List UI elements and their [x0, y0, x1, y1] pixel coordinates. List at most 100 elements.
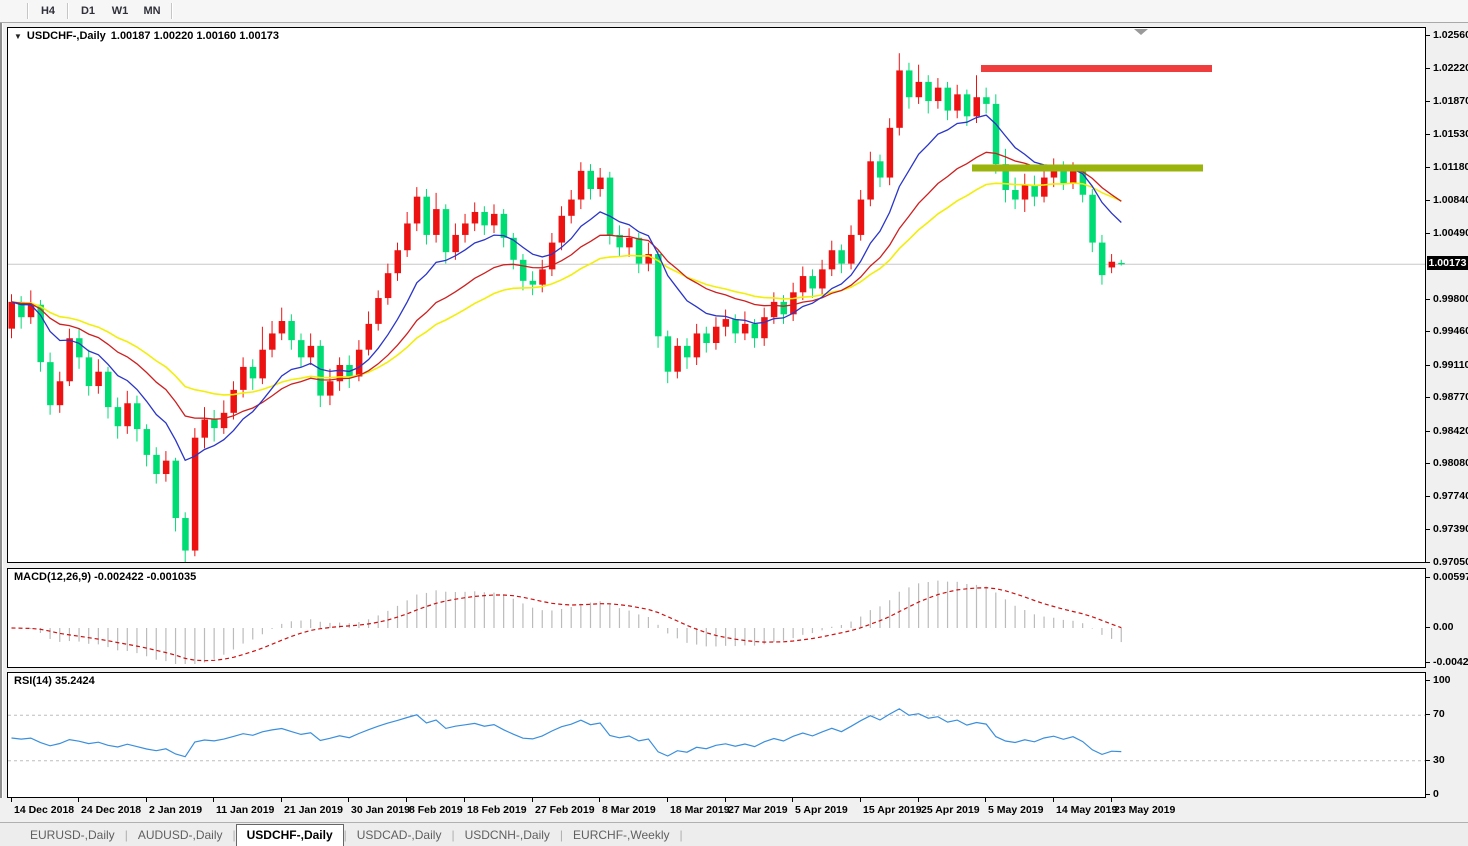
- candle: [703, 326, 710, 353]
- medium-ma-line: [11, 151, 1122, 420]
- price-tick-label: 1.01180: [1433, 160, 1468, 173]
- price-tick-label: 0.99800: [1433, 292, 1468, 305]
- date-label: 14 May 2019: [1056, 804, 1118, 816]
- tab-separator: |: [559, 828, 564, 842]
- chart-dropdown-icon[interactable]: ▼: [14, 31, 22, 41]
- tab-usdcad-daily[interactable]: USDCAD-,Daily: [356, 828, 442, 842]
- rsi-label: RSI(14) 35.2424: [14, 675, 95, 687]
- macd-indicator-panel[interactable]: MACD(12,26,9) -0.002422 -0.001035: [7, 568, 1426, 668]
- date-tick-mark: [281, 798, 282, 802]
- candle: [37, 299, 44, 372]
- candle: [162, 451, 170, 482]
- candle: [1118, 259, 1125, 266]
- candle: [934, 78, 942, 109]
- main-chart-panel[interactable]: ▼ USDCHF-,Daily 1.00187 1.00220 1.00160 …: [7, 27, 1426, 563]
- axis-tick-mark: [1426, 680, 1430, 681]
- fast-ma-line: [11, 114, 1122, 462]
- support-line[interactable]: [972, 164, 1203, 172]
- axis-tick-mark: [1426, 662, 1430, 663]
- candle: [963, 89, 971, 126]
- resistance-line[interactable]: [981, 65, 1212, 73]
- price-tick-label: 0.99460: [1433, 325, 1468, 338]
- candle: [85, 349, 93, 396]
- tab-audusd-daily[interactable]: AUDUSD-,Daily: [137, 828, 223, 842]
- axis-tick-mark: [1426, 68, 1430, 69]
- candle: [905, 62, 913, 109]
- rsi-tick-label: 70: [1433, 708, 1445, 721]
- tab-usdchf-daily[interactable]: USDCHF-,Daily: [235, 824, 344, 846]
- candle: [365, 311, 373, 356]
- tab-eurchf-weekly[interactable]: EURCHF-,Weekly: [573, 828, 670, 842]
- date-label: 8 Mar 2019: [602, 804, 656, 816]
- candle: [1098, 234, 1106, 285]
- date-tick-mark: [918, 798, 919, 802]
- candle: [828, 240, 836, 277]
- candle: [992, 94, 1000, 174]
- timeframe-button-w1[interactable]: W1: [111, 5, 129, 17]
- toolbar-spacer: [0, 0, 24, 22]
- tab-usdcnh-daily[interactable]: USDCNH-,Daily: [464, 828, 550, 842]
- candle: [269, 321, 276, 358]
- price-tick-label: 0.97390: [1433, 523, 1468, 536]
- date-tick-mark: [860, 798, 861, 802]
- main-chart-canvas[interactable]: [8, 28, 1425, 562]
- rsi-tick-label: 30: [1433, 753, 1445, 766]
- axis-tick-mark: [1426, 167, 1430, 168]
- candle: [838, 244, 845, 274]
- candle: [288, 314, 295, 350]
- candle: [568, 189, 575, 224]
- date-tick-mark: [406, 798, 407, 802]
- candle: [1031, 175, 1038, 207]
- candle: [413, 187, 421, 232]
- candle: [626, 228, 633, 257]
- candle: [867, 151, 874, 207]
- candle: [809, 269, 816, 299]
- timeframe-button-mn[interactable]: MN: [143, 5, 161, 17]
- axis-tick-mark: [1426, 496, 1430, 497]
- candle: [404, 211, 411, 257]
- price-tick-label: 1.00490: [1433, 226, 1468, 239]
- candle: [56, 371, 64, 413]
- price-tick-label: 0.97050: [1433, 555, 1468, 568]
- candle: [500, 209, 508, 248]
- date-tick-mark: [146, 798, 147, 802]
- macd-canvas[interactable]: [8, 569, 1425, 667]
- tab-eurusd-daily[interactable]: EURUSD-,Daily: [30, 828, 115, 842]
- tab-separator: |: [124, 828, 128, 842]
- date-tick-mark: [11, 798, 12, 802]
- axis-tick-mark: [1426, 577, 1430, 578]
- axis-tick-mark: [1426, 299, 1430, 300]
- date-tick-mark: [599, 798, 600, 802]
- candle: [47, 352, 54, 415]
- date-label: 2 Jan 2019: [149, 804, 203, 816]
- rsi-indicator-panel[interactable]: RSI(14) 35.2424: [7, 672, 1426, 798]
- rsi-line: [11, 708, 1122, 758]
- candle: [105, 366, 112, 419]
- candle: [790, 282, 797, 322]
- macd-tick-label: 0.00: [1433, 621, 1454, 633]
- timeframe-button-d1[interactable]: D1: [80, 5, 96, 17]
- candle: [153, 447, 160, 484]
- candle: [1108, 254, 1116, 274]
- candle: [510, 233, 517, 270]
- price-tick-label: 1.02220: [1433, 61, 1468, 74]
- rsi-canvas[interactable]: [8, 673, 1425, 797]
- candle: [519, 254, 527, 291]
- timeframe-button-h4[interactable]: H4: [40, 5, 56, 17]
- candle: [780, 295, 787, 324]
- candle: [172, 457, 180, 532]
- axis-tick-mark: [1426, 794, 1430, 795]
- candle: [954, 84, 961, 119]
- date-label: 27 Feb 2019: [535, 804, 595, 816]
- date-tick-mark: [985, 798, 986, 802]
- chart-ohlc-values: 1.00187 1.00220 1.00160 1.00173: [110, 30, 279, 42]
- date-label: 27 Mar 2019: [728, 804, 788, 816]
- macd-tick-label: -0.004243: [1433, 656, 1468, 669]
- axis-tick-mark: [1426, 463, 1430, 464]
- candle: [616, 225, 623, 257]
- price-tick-label: 0.99110: [1433, 358, 1468, 371]
- date-tick-mark: [1053, 798, 1054, 802]
- price-tick-label: 1.01530: [1433, 127, 1468, 140]
- chart-shift-marker-icon[interactable]: [1134, 29, 1148, 35]
- candle: [452, 223, 459, 260]
